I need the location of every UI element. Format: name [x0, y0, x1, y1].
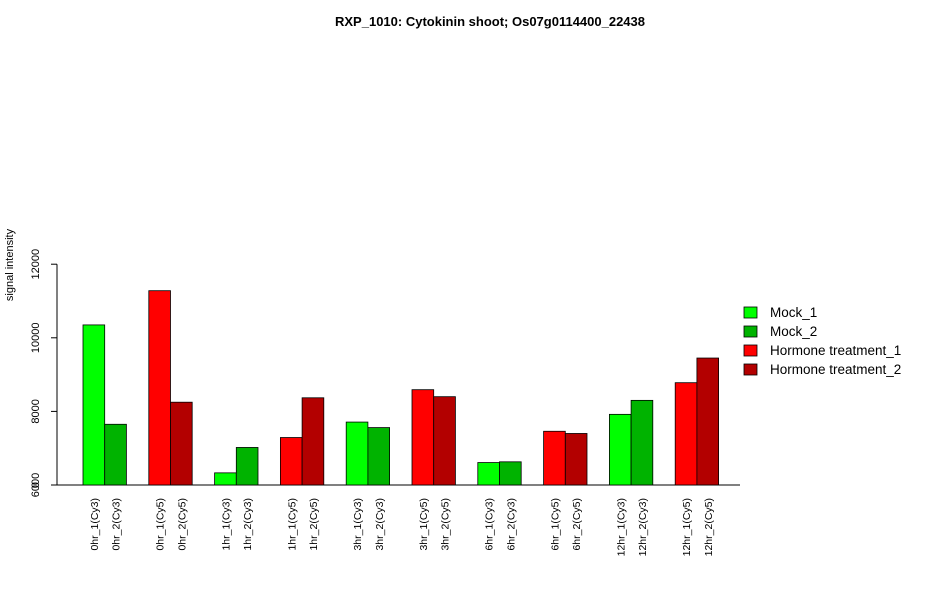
x-tick-label: 12hr_1(Cy3)	[615, 498, 627, 556]
x-tick-label: 12hr_2(Cy3)	[637, 498, 649, 556]
bar	[170, 401, 193, 486]
x-tick-label: 0hr_2(Cy5)	[176, 498, 188, 551]
bar	[345, 421, 369, 486]
bar	[82, 324, 106, 486]
legend-label: Hormone treatment_2	[770, 362, 901, 377]
y-axis-label: signal intensity	[4, 228, 16, 301]
x-tick-labels: 0hr_1(Cy3) 0hr_2(Cy3) 0hr_1(Cy5) 0hr_2(Cy5)…	[89, 498, 715, 556]
x-tick-label: 0hr_1(Cy3)	[89, 498, 101, 551]
bar	[433, 396, 456, 486]
bar	[674, 382, 698, 486]
legend-swatch	[743, 363, 758, 376]
bar	[609, 413, 632, 486]
x-tick-label: 1hr_1(Cy3)	[220, 498, 232, 551]
x-tick-label: 6hr_1(Cy3)	[484, 498, 496, 551]
x-tick-label: 0hr_2(Cy3)	[111, 498, 123, 551]
legend-swatch	[743, 325, 758, 338]
x-tick-label: 6hr_1(Cy5)	[549, 498, 561, 551]
y-tick-label: 0	[30, 482, 42, 488]
bar	[696, 357, 720, 486]
bar	[367, 427, 390, 486]
x-tick-label: 12hr_2(Cy5)	[703, 498, 715, 556]
x-tick-label: 12hr_1(Cy5)	[681, 498, 693, 556]
bar	[148, 290, 171, 486]
bar	[477, 462, 500, 486]
bar	[543, 430, 566, 486]
y-tick-label: 10000	[30, 323, 42, 354]
bar	[411, 389, 435, 486]
bar	[564, 433, 588, 486]
x-tick-label: 3hr_2(Cy3)	[374, 498, 386, 551]
legend-label: Mock_1	[770, 305, 817, 320]
legend-label: Hormone treatment_1	[770, 343, 901, 358]
x-tick-label: 1hr_2(Cy3)	[242, 498, 254, 551]
x-tick-label: 6hr_2(Cy3)	[505, 498, 517, 551]
bar	[104, 423, 127, 486]
x-tick-label: 6hr_2(Cy5)	[571, 498, 583, 551]
bars	[82, 290, 720, 486]
x-tick-label: 0hr_1(Cy5)	[155, 498, 167, 551]
bar	[279, 437, 303, 486]
y-tick-label: 12000	[30, 249, 42, 280]
bar	[499, 461, 522, 486]
x-tick-label: 3hr_1(Cy3)	[352, 498, 364, 551]
bar	[235, 447, 259, 486]
x-tick-label: 1hr_2(Cy5)	[308, 498, 320, 551]
x-tick-label: 3hr_2(Cy5)	[440, 498, 452, 551]
legend-swatch	[743, 344, 758, 357]
legend-swatch	[743, 306, 758, 319]
y-tick-label: 6000	[30, 473, 42, 497]
legend: Mock_1 Mock_2 Hormone treatment_1 Hormone t…	[743, 305, 901, 377]
bar	[214, 472, 237, 486]
bar	[630, 399, 654, 486]
legend-label: Mock_2	[770, 324, 817, 339]
x-tick-label: 3hr_1(Cy5)	[418, 498, 430, 551]
y-tick-label: 8000	[30, 399, 42, 423]
chart-title: RXP_1010: Cytokinin shoot; Os07g0114400_…	[335, 14, 645, 29]
bar	[301, 397, 325, 486]
x-tick-label: 1hr_1(Cy5)	[286, 498, 298, 551]
